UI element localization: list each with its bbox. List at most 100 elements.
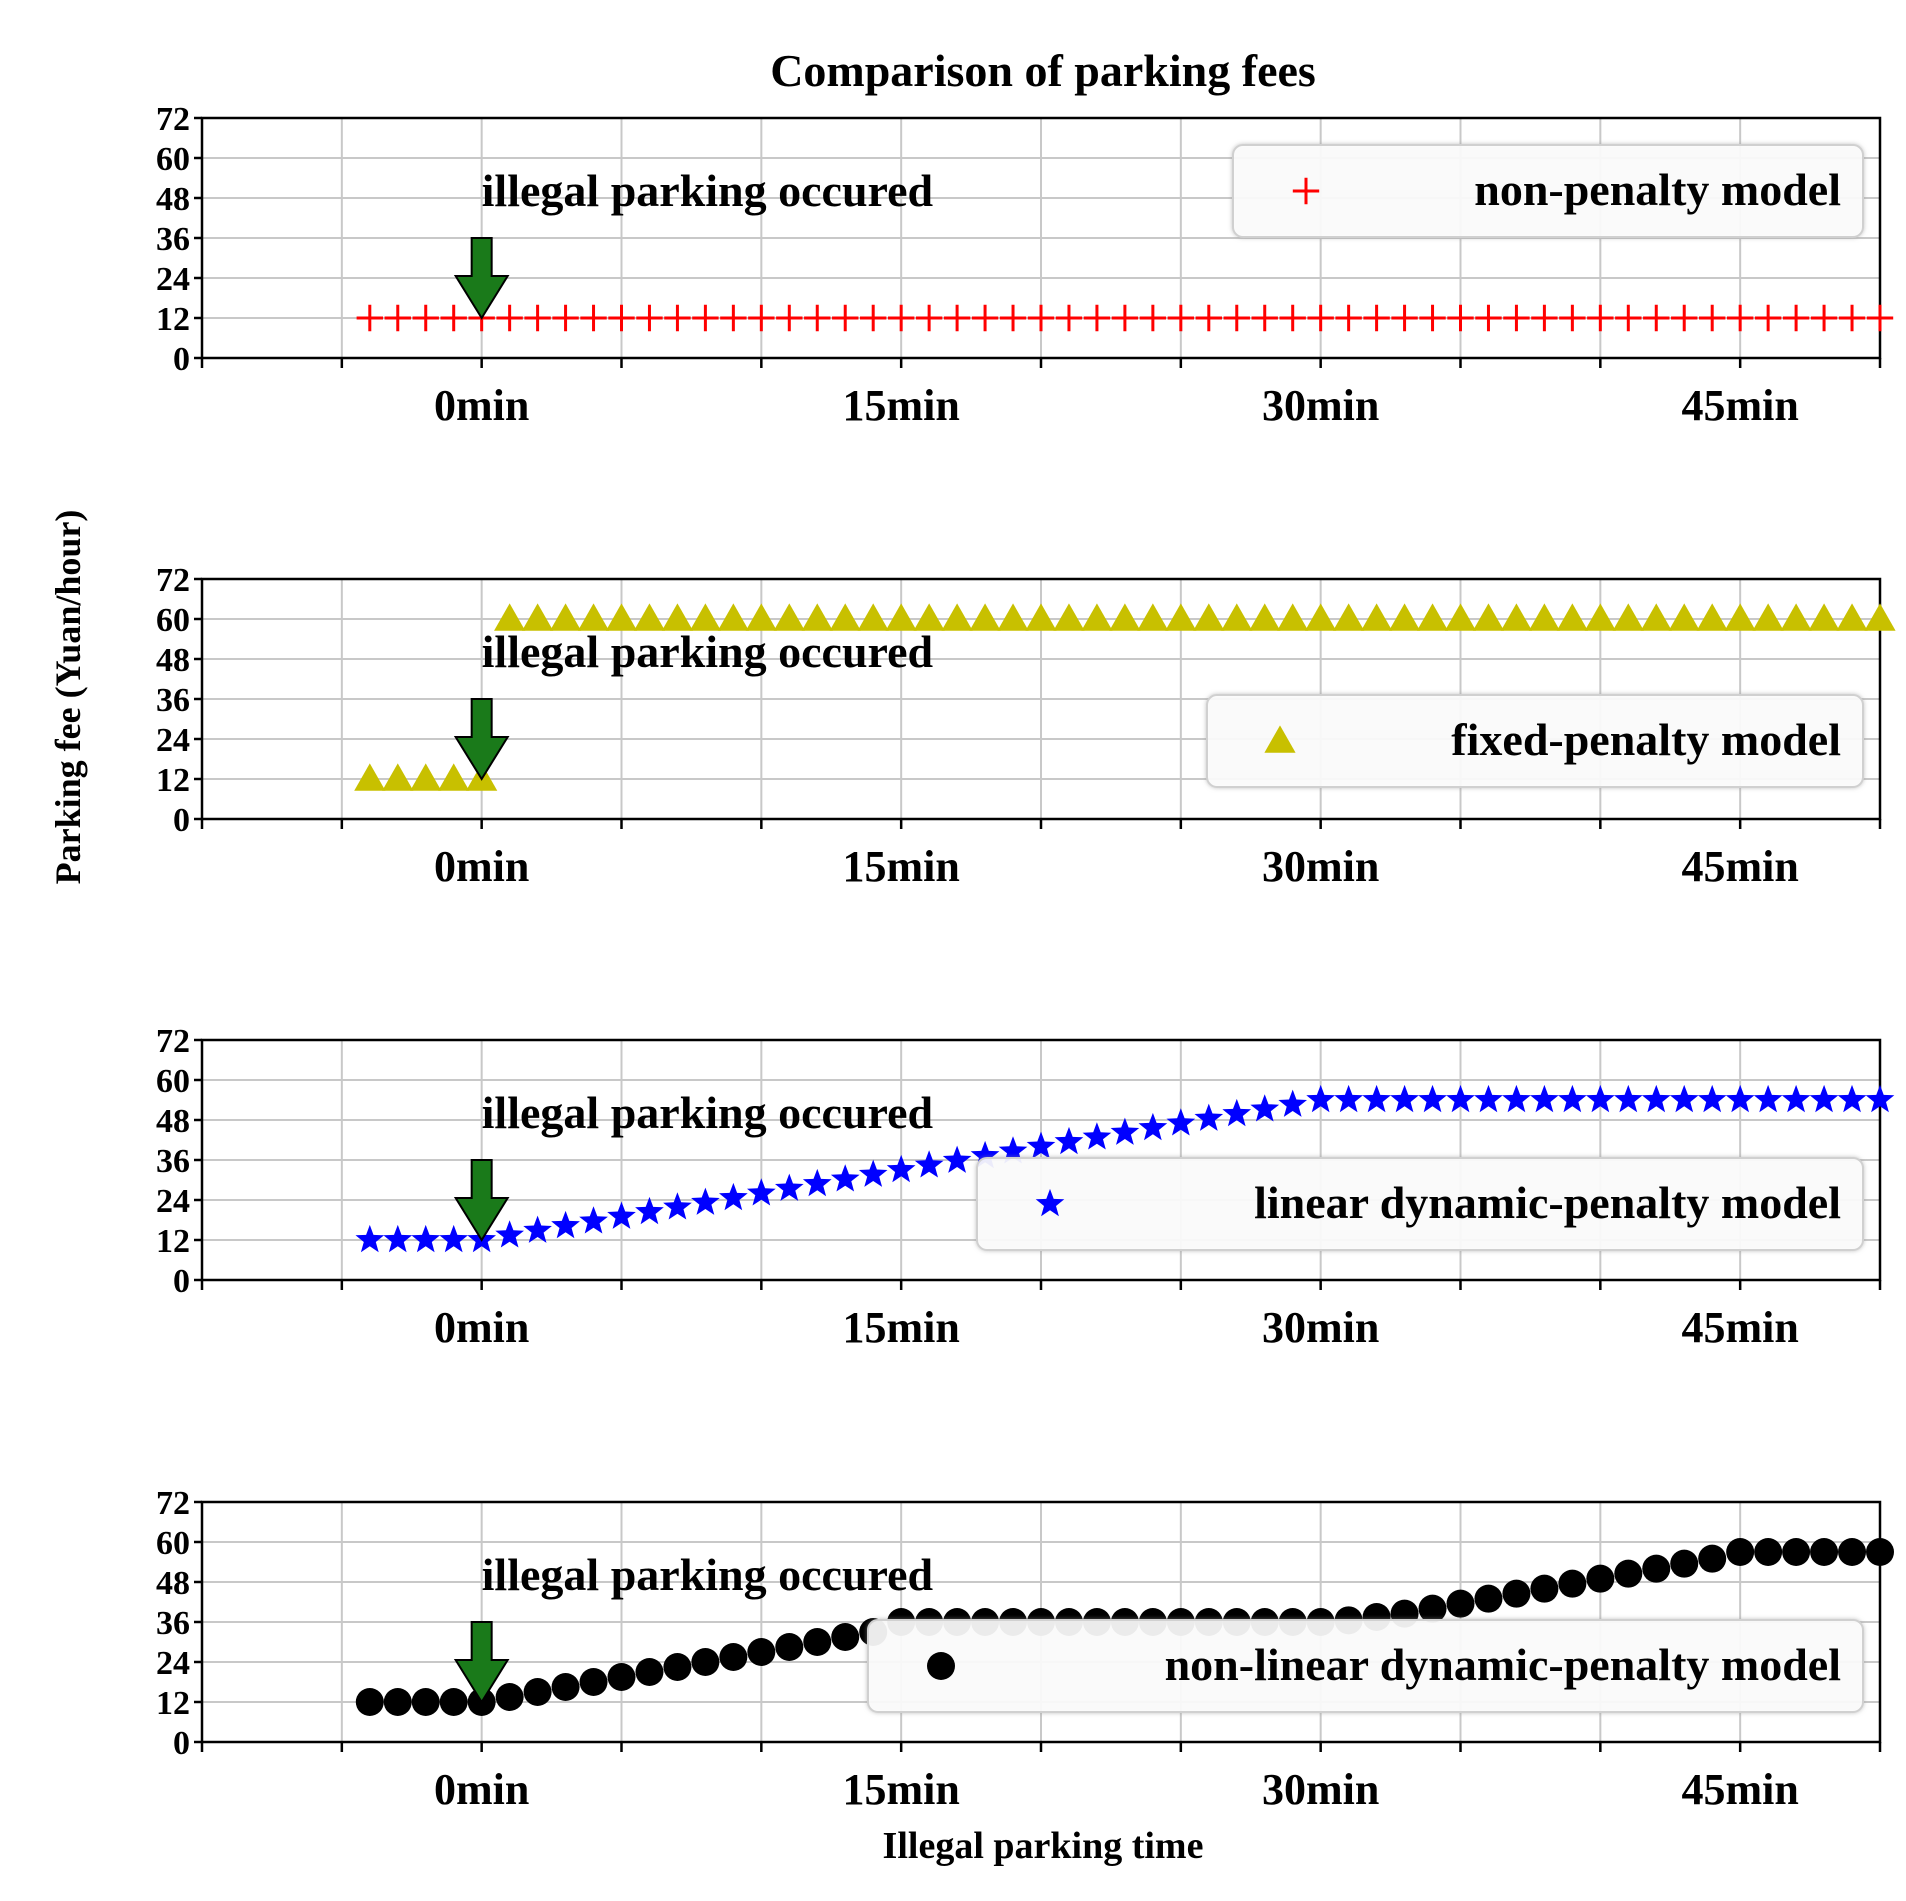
data-point bbox=[1444, 603, 1477, 631]
annotation-label: illegal parking occured bbox=[482, 165, 934, 216]
legend-marker bbox=[1035, 1188, 1065, 1217]
data-point bbox=[1474, 1084, 1503, 1113]
data-point bbox=[747, 1178, 776, 1206]
data-point bbox=[1866, 1538, 1894, 1566]
data-point bbox=[914, 1150, 944, 1178]
data-point bbox=[1139, 304, 1167, 332]
y-tick-label: 36 bbox=[156, 1605, 190, 1642]
legend-label: fixed-penalty model bbox=[1451, 714, 1841, 765]
data-point bbox=[776, 304, 803, 332]
data-point bbox=[998, 1136, 1028, 1164]
data-point bbox=[524, 304, 551, 332]
data-point bbox=[1808, 603, 1840, 631]
data-point bbox=[1559, 304, 1586, 332]
data-point bbox=[661, 603, 694, 631]
data-point bbox=[969, 603, 1001, 631]
data-point bbox=[1419, 304, 1446, 332]
data-point bbox=[1643, 304, 1670, 332]
data-point bbox=[1194, 1103, 1224, 1131]
data-point bbox=[1055, 304, 1083, 332]
data-point bbox=[551, 1673, 580, 1701]
data-point bbox=[1558, 1569, 1587, 1598]
data-point bbox=[1810, 1538, 1839, 1566]
y-tick-label: 60 bbox=[156, 141, 190, 178]
data-point bbox=[1586, 1084, 1615, 1113]
data-point bbox=[1726, 1538, 1755, 1566]
data-point bbox=[692, 304, 719, 332]
data-point bbox=[1446, 1084, 1475, 1113]
data-point bbox=[1333, 603, 1365, 631]
annotation-label: illegal parking occured bbox=[482, 1549, 934, 1600]
data-point bbox=[801, 603, 833, 631]
data-point bbox=[860, 304, 887, 332]
y-tick-label: 0 bbox=[173, 341, 190, 378]
data-point bbox=[1725, 1084, 1755, 1113]
data-point bbox=[608, 304, 635, 332]
data-point bbox=[1753, 1084, 1783, 1113]
data-point bbox=[857, 603, 889, 631]
x-tick-label: 15min bbox=[842, 381, 959, 430]
data-point bbox=[552, 304, 579, 332]
data-point bbox=[720, 304, 747, 332]
data-point bbox=[439, 1688, 468, 1716]
legend-marker bbox=[927, 1652, 955, 1680]
data-point bbox=[1838, 304, 1866, 332]
data-point bbox=[1109, 603, 1141, 631]
x-tick-label: 45min bbox=[1681, 1765, 1798, 1814]
legend-marker bbox=[1264, 725, 1296, 753]
x-tick-label: 15min bbox=[842, 1303, 959, 1352]
data-point bbox=[1781, 1084, 1811, 1113]
y-tick-label: 0 bbox=[173, 1263, 190, 1300]
data-point bbox=[717, 603, 749, 631]
y-tick-label: 0 bbox=[173, 802, 190, 839]
data-point bbox=[1446, 1589, 1475, 1618]
data-point bbox=[523, 1678, 552, 1706]
data-point bbox=[1586, 1564, 1615, 1593]
data-point bbox=[607, 1663, 636, 1691]
data-point bbox=[633, 603, 666, 631]
data-point bbox=[719, 1643, 748, 1671]
data-point bbox=[999, 304, 1027, 332]
y-axis-label: Parking fee (Yuan/hour) bbox=[48, 510, 88, 885]
data-point bbox=[1025, 603, 1057, 631]
data-point bbox=[1418, 1084, 1447, 1113]
data-point bbox=[355, 1688, 384, 1716]
y-tick-label: 72 bbox=[156, 101, 190, 138]
y-tick-label: 48 bbox=[156, 1103, 190, 1140]
x-tick-label: 0min bbox=[434, 1765, 529, 1814]
data-point bbox=[496, 304, 523, 332]
data-point bbox=[579, 1668, 608, 1696]
data-point bbox=[1503, 304, 1530, 332]
data-point bbox=[383, 1224, 413, 1253]
y-tick-label: 12 bbox=[156, 762, 190, 799]
data-point bbox=[941, 603, 973, 631]
y-tick-label: 72 bbox=[156, 1023, 190, 1060]
data-point bbox=[803, 1628, 832, 1656]
data-point bbox=[745, 603, 777, 631]
data-point bbox=[382, 763, 414, 791]
data-point bbox=[691, 1187, 720, 1215]
data-point bbox=[804, 304, 831, 332]
data-point bbox=[495, 1683, 524, 1711]
data-point bbox=[1615, 304, 1642, 332]
data-point bbox=[1082, 1122, 1112, 1150]
data-point bbox=[1810, 304, 1838, 332]
data-point bbox=[1809, 1084, 1839, 1113]
data-point bbox=[1614, 1559, 1643, 1588]
data-point bbox=[354, 763, 386, 791]
legend-box bbox=[1206, 694, 1864, 788]
y-tick-label: 24 bbox=[156, 722, 190, 759]
data-point bbox=[410, 763, 442, 791]
x-tick-label: 30min bbox=[1262, 381, 1379, 430]
green-down-arrow-icon bbox=[453, 698, 510, 781]
data-point bbox=[971, 304, 999, 332]
data-point bbox=[1502, 1084, 1531, 1113]
x-tick-label: 45min bbox=[1681, 1303, 1798, 1352]
data-point bbox=[635, 1196, 664, 1225]
data-point bbox=[412, 304, 439, 332]
green-down-arrow-icon bbox=[453, 237, 510, 320]
data-point bbox=[1642, 1554, 1671, 1583]
